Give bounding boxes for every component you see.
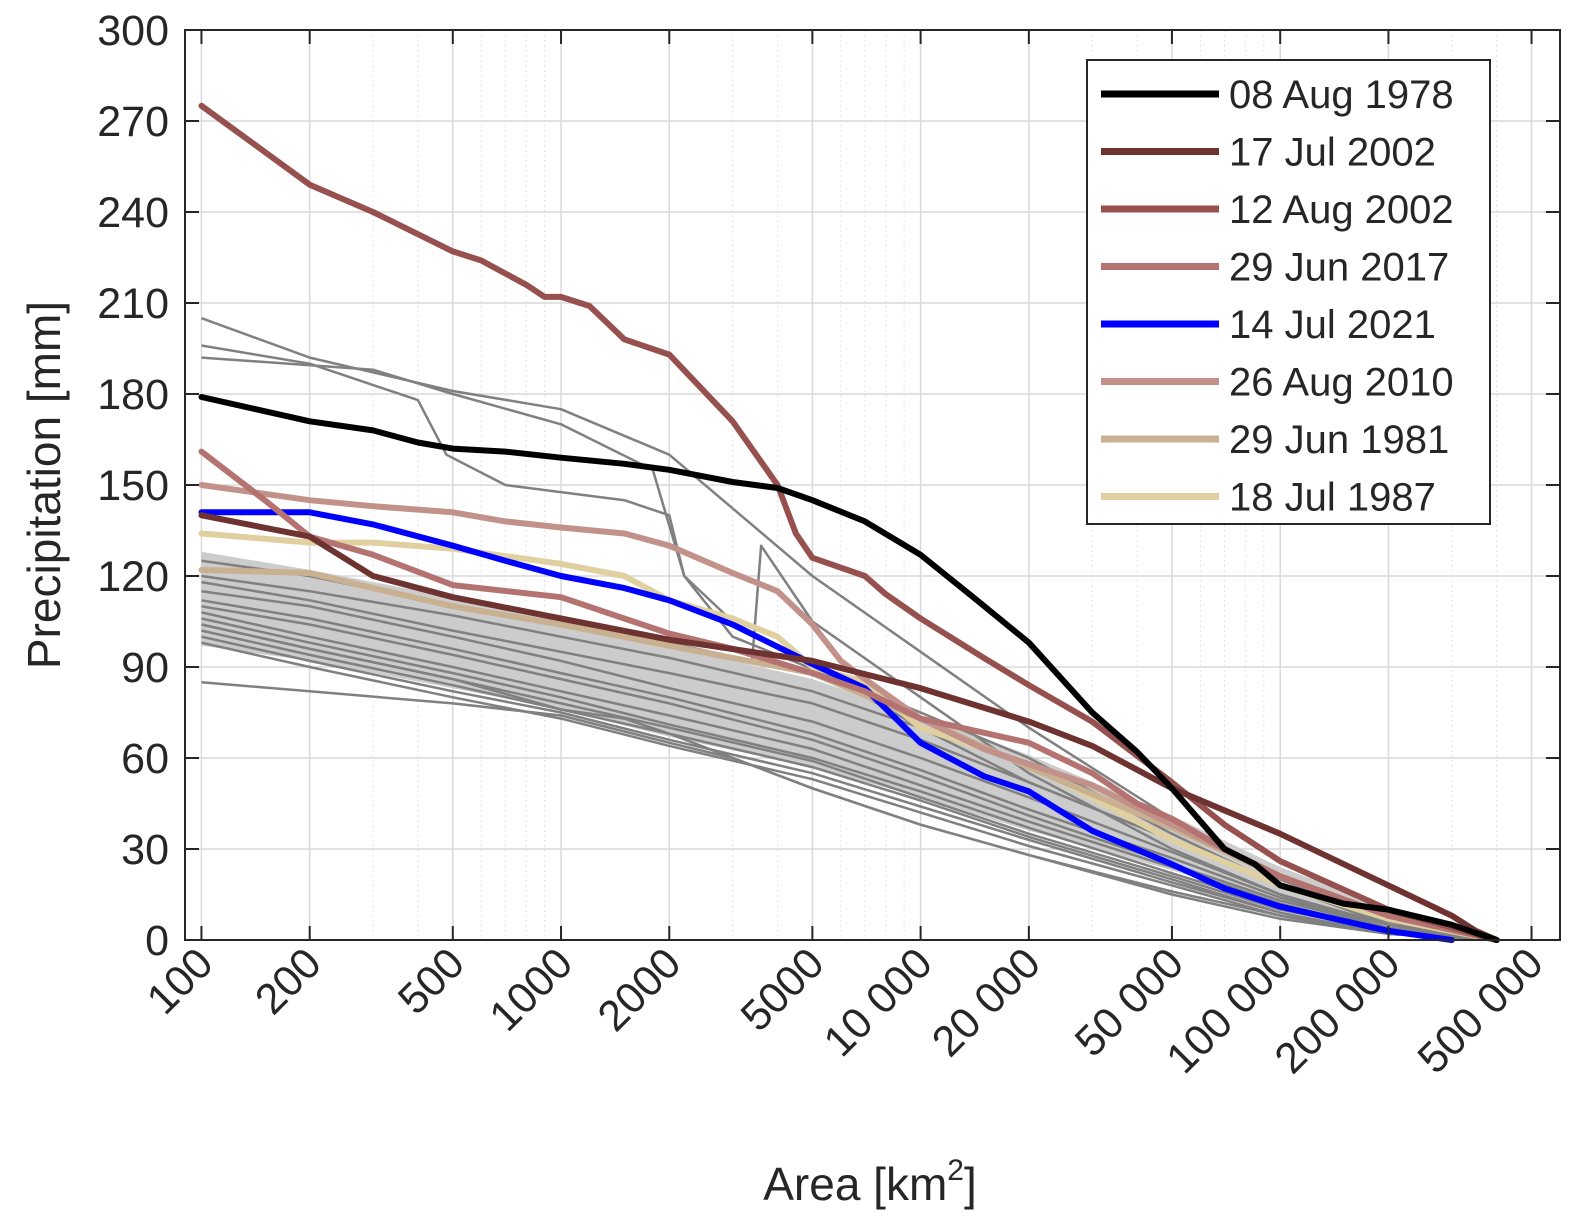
legend-label: 18 Jul 1987 [1229, 476, 1436, 520]
y-tick-label: 0 [145, 917, 169, 965]
y-tick-label: 150 [97, 462, 169, 510]
legend-label: 26 Aug 2010 [1229, 361, 1454, 405]
x-tick-label: 500 000 [1409, 939, 1553, 1083]
x-axis-label-superscript: 2 [947, 1154, 964, 1187]
y-tick-label: 120 [97, 553, 169, 601]
background-series-line [201, 599, 1497, 942]
x-tick-label: 2000 [589, 939, 691, 1041]
series-line-18-jul-1987 [198, 530, 1500, 943]
x-tick-label: 200 [246, 939, 331, 1024]
legend-label: 08 Aug 1978 [1229, 73, 1454, 117]
background-series-line [201, 589, 1497, 942]
legend-label: 29 Jun 1981 [1229, 418, 1449, 462]
y-tick-label: 300 [97, 7, 169, 55]
x-axis-label-end: ] [964, 1158, 977, 1210]
legend-box [1086, 59, 1491, 525]
series-line-26-aug-2010 [198, 482, 1500, 943]
x-tick-label: 1000 [481, 939, 583, 1041]
y-axis-label: Precipitation [mm] [18, 301, 70, 669]
y-tick-label: 90 [121, 644, 169, 692]
background-series-line [201, 680, 1497, 942]
background-series-line [201, 605, 1497, 942]
series-line-08-aug-1978 [198, 394, 1500, 943]
y-tick-label: 270 [97, 98, 169, 146]
x-tick-label: 20 000 [923, 939, 1050, 1066]
y-tick-label: 180 [97, 371, 169, 419]
x-tick-label: 10 000 [815, 939, 942, 1066]
y-tick-label: 30 [121, 826, 169, 874]
background-series-line [201, 635, 1497, 942]
x-axis-label-main: Area [km [763, 1158, 947, 1210]
legend-label: 14 Jul 2021 [1229, 303, 1436, 347]
y-tick-label: 240 [97, 189, 169, 237]
x-tick-label: 5000 [732, 939, 834, 1041]
series-line-17-jul-2002 [198, 512, 1500, 943]
series-line-14-jul-2021 [198, 509, 1455, 943]
legend-label: 29 Jun 2017 [1229, 246, 1449, 290]
y-tick-label: 210 [97, 280, 169, 328]
x-axis-label: Area [km2] [763, 1154, 977, 1210]
legend-label: 17 Jul 2002 [1229, 131, 1436, 175]
legend: 08 Aug 1978 17 Jul 2002 12 Aug 2002 29 Jun … [1086, 59, 1491, 525]
x-tick-label: 500 [389, 939, 474, 1024]
y-tick-label: 60 [121, 735, 169, 783]
highlighted-series [198, 102, 1500, 943]
legend-label: 12 Aug 2002 [1229, 188, 1454, 232]
